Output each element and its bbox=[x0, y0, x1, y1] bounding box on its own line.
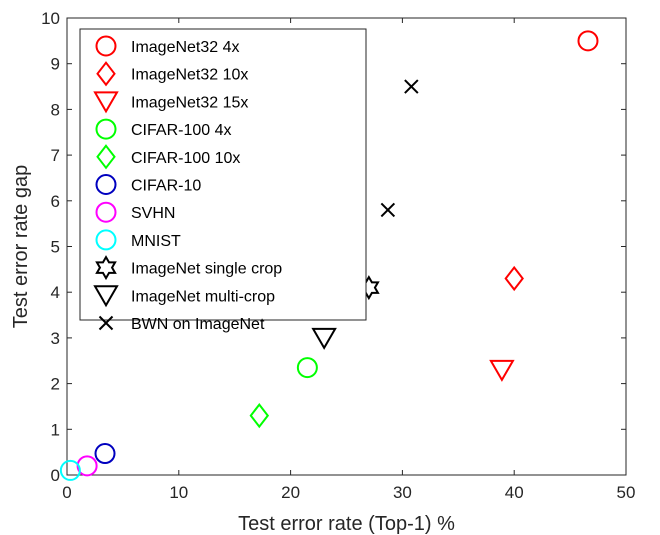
x-tick-label: 10 bbox=[169, 483, 188, 502]
data-point bbox=[94, 443, 116, 465]
legend-marker bbox=[95, 174, 117, 195]
x-tick-label: 40 bbox=[505, 483, 524, 502]
x-tick-label: 0 bbox=[62, 483, 71, 502]
y-axis-label: Test error rate gap bbox=[10, 165, 32, 328]
x-tick-label: 30 bbox=[393, 483, 412, 502]
y-tick-label: 1 bbox=[51, 420, 60, 439]
legend-marker bbox=[93, 91, 119, 114]
legend-label: MNIST bbox=[131, 233, 181, 250]
data-point bbox=[504, 265, 524, 292]
data-point bbox=[489, 359, 515, 382]
legend-marker bbox=[95, 118, 117, 140]
legend-marker bbox=[95, 255, 117, 281]
x-tick-label: 50 bbox=[617, 483, 636, 502]
data-point bbox=[311, 327, 337, 350]
y-tick-label: 8 bbox=[51, 100, 60, 119]
legend-marker bbox=[98, 315, 114, 331]
legend-marker bbox=[96, 144, 116, 170]
data-points bbox=[59, 30, 599, 481]
legend-label: ImageNet32 10x bbox=[131, 67, 248, 84]
y-tick-label: 7 bbox=[51, 146, 60, 165]
y-tick-label: 6 bbox=[51, 192, 60, 211]
legend: ImageNet32 4x ImageNet32 10x ImageNet32 15… bbox=[79, 28, 367, 333]
y-tick-label: 10 bbox=[41, 9, 60, 28]
data-point bbox=[296, 357, 318, 379]
legend-label: BWN on ImageNet bbox=[131, 316, 265, 333]
legend-label: SVHN bbox=[131, 205, 175, 222]
y-tick-label: 9 bbox=[51, 55, 60, 74]
legend-marker bbox=[96, 61, 116, 87]
legend-label: ImageNet32 4x bbox=[131, 39, 240, 56]
tick-labels: 0 10 20 30 40 50 0 1 2 3 4 5 6 7 8 9 10 bbox=[41, 9, 635, 502]
y-tick-label: 4 bbox=[51, 283, 60, 302]
legend-marker bbox=[95, 201, 117, 223]
y-tick-label: 0 bbox=[51, 466, 60, 485]
legend-label: CIFAR-100 10x bbox=[131, 150, 240, 167]
data-point bbox=[59, 459, 81, 481]
legend-marker bbox=[95, 35, 117, 57]
x-axis-label: Test error rate (Top-1) % bbox=[238, 513, 455, 535]
legend-marker bbox=[95, 229, 117, 251]
data-point bbox=[404, 79, 419, 94]
legend-label: ImageNet single crop bbox=[131, 261, 282, 278]
data-point bbox=[577, 30, 599, 52]
legend-label: ImageNet multi-crop bbox=[131, 288, 275, 305]
legend-label: CIFAR-100 4x bbox=[131, 122, 231, 139]
legend-marker bbox=[93, 285, 119, 308]
legend-box bbox=[79, 28, 367, 321]
legend-label: CIFAR-10 bbox=[131, 178, 201, 195]
legend-label: ImageNet32 15x bbox=[131, 94, 248, 111]
y-tick-label: 5 bbox=[51, 238, 60, 257]
x-tick-label: 20 bbox=[281, 483, 300, 502]
data-point bbox=[249, 402, 270, 429]
axis-ticks bbox=[66, 17, 627, 476]
y-tick-label: 2 bbox=[51, 375, 60, 394]
data-point bbox=[380, 202, 396, 218]
y-tick-label: 3 bbox=[51, 329, 60, 348]
